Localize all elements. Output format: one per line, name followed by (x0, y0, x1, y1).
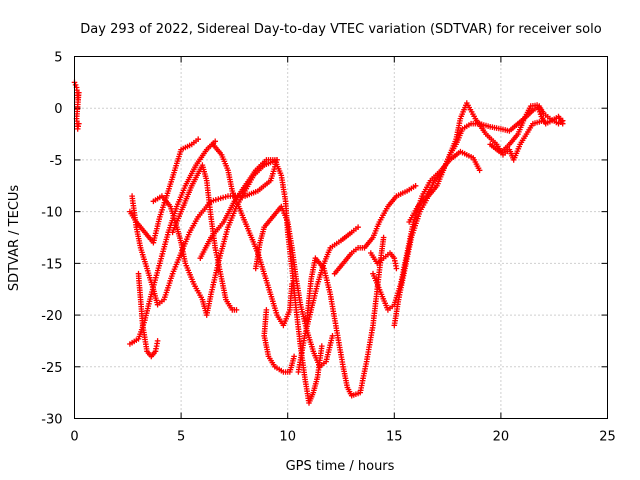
data-points (71, 79, 566, 406)
data-point (319, 343, 325, 349)
x-tick-label: 5 (177, 430, 185, 445)
data-series (210, 141, 295, 329)
data-point (380, 234, 387, 241)
data-point (72, 82, 79, 88)
data-series (295, 224, 361, 375)
data-point (393, 265, 400, 272)
data-series (370, 148, 483, 313)
y-axis-label: SDTVAR / TECUs (7, 185, 22, 292)
data-series (197, 157, 325, 406)
data-series (129, 157, 280, 308)
y-tick-label: -30 (41, 413, 62, 428)
chart-title: Day 293 of 2022, Sidereal Day-to-day VTE… (80, 22, 601, 37)
data-point (329, 333, 336, 339)
data-point (76, 120, 82, 127)
plot-frame (74, 56, 608, 419)
data-point (212, 138, 218, 145)
data-series (127, 138, 218, 347)
data-series (331, 183, 419, 277)
data-series (391, 100, 547, 329)
y-tick-label: -15 (41, 257, 62, 272)
x-tick-label: 0 (70, 430, 78, 445)
data-point (355, 224, 361, 230)
data-series (71, 79, 82, 132)
data-point (233, 307, 240, 313)
data-point (476, 167, 483, 174)
y-tick-label: 5 (54, 51, 62, 66)
y-tick-labels: 5 0 -5 -10 -15 -20 -25 -30 (41, 51, 62, 428)
x-tick-label: 25 (599, 430, 616, 445)
data-point (291, 353, 297, 360)
data-point (195, 136, 201, 142)
data-series (304, 234, 387, 399)
y-tick-label: -20 (41, 309, 62, 324)
data-point (412, 183, 419, 189)
y-tick-label: -25 (41, 361, 62, 376)
x-tick-label: 15 (386, 430, 403, 445)
y-tick-label: -5 (50, 154, 63, 169)
data-point (154, 338, 161, 344)
y-tick-label: -10 (41, 206, 62, 221)
data-series (487, 102, 566, 156)
data-series (252, 203, 336, 370)
x-axis-label: GPS time / hours (286, 459, 395, 474)
data-point (559, 120, 566, 127)
data-series (135, 270, 161, 360)
x-tick-label: 10 (279, 430, 296, 445)
x-tick-label: 20 (493, 430, 510, 445)
data-series (261, 307, 297, 375)
x-tick-labels: 0 5 10 15 20 25 (70, 430, 615, 445)
data-series (368, 250, 400, 272)
data-series (127, 136, 201, 246)
y-tick-label: 0 (54, 102, 62, 117)
